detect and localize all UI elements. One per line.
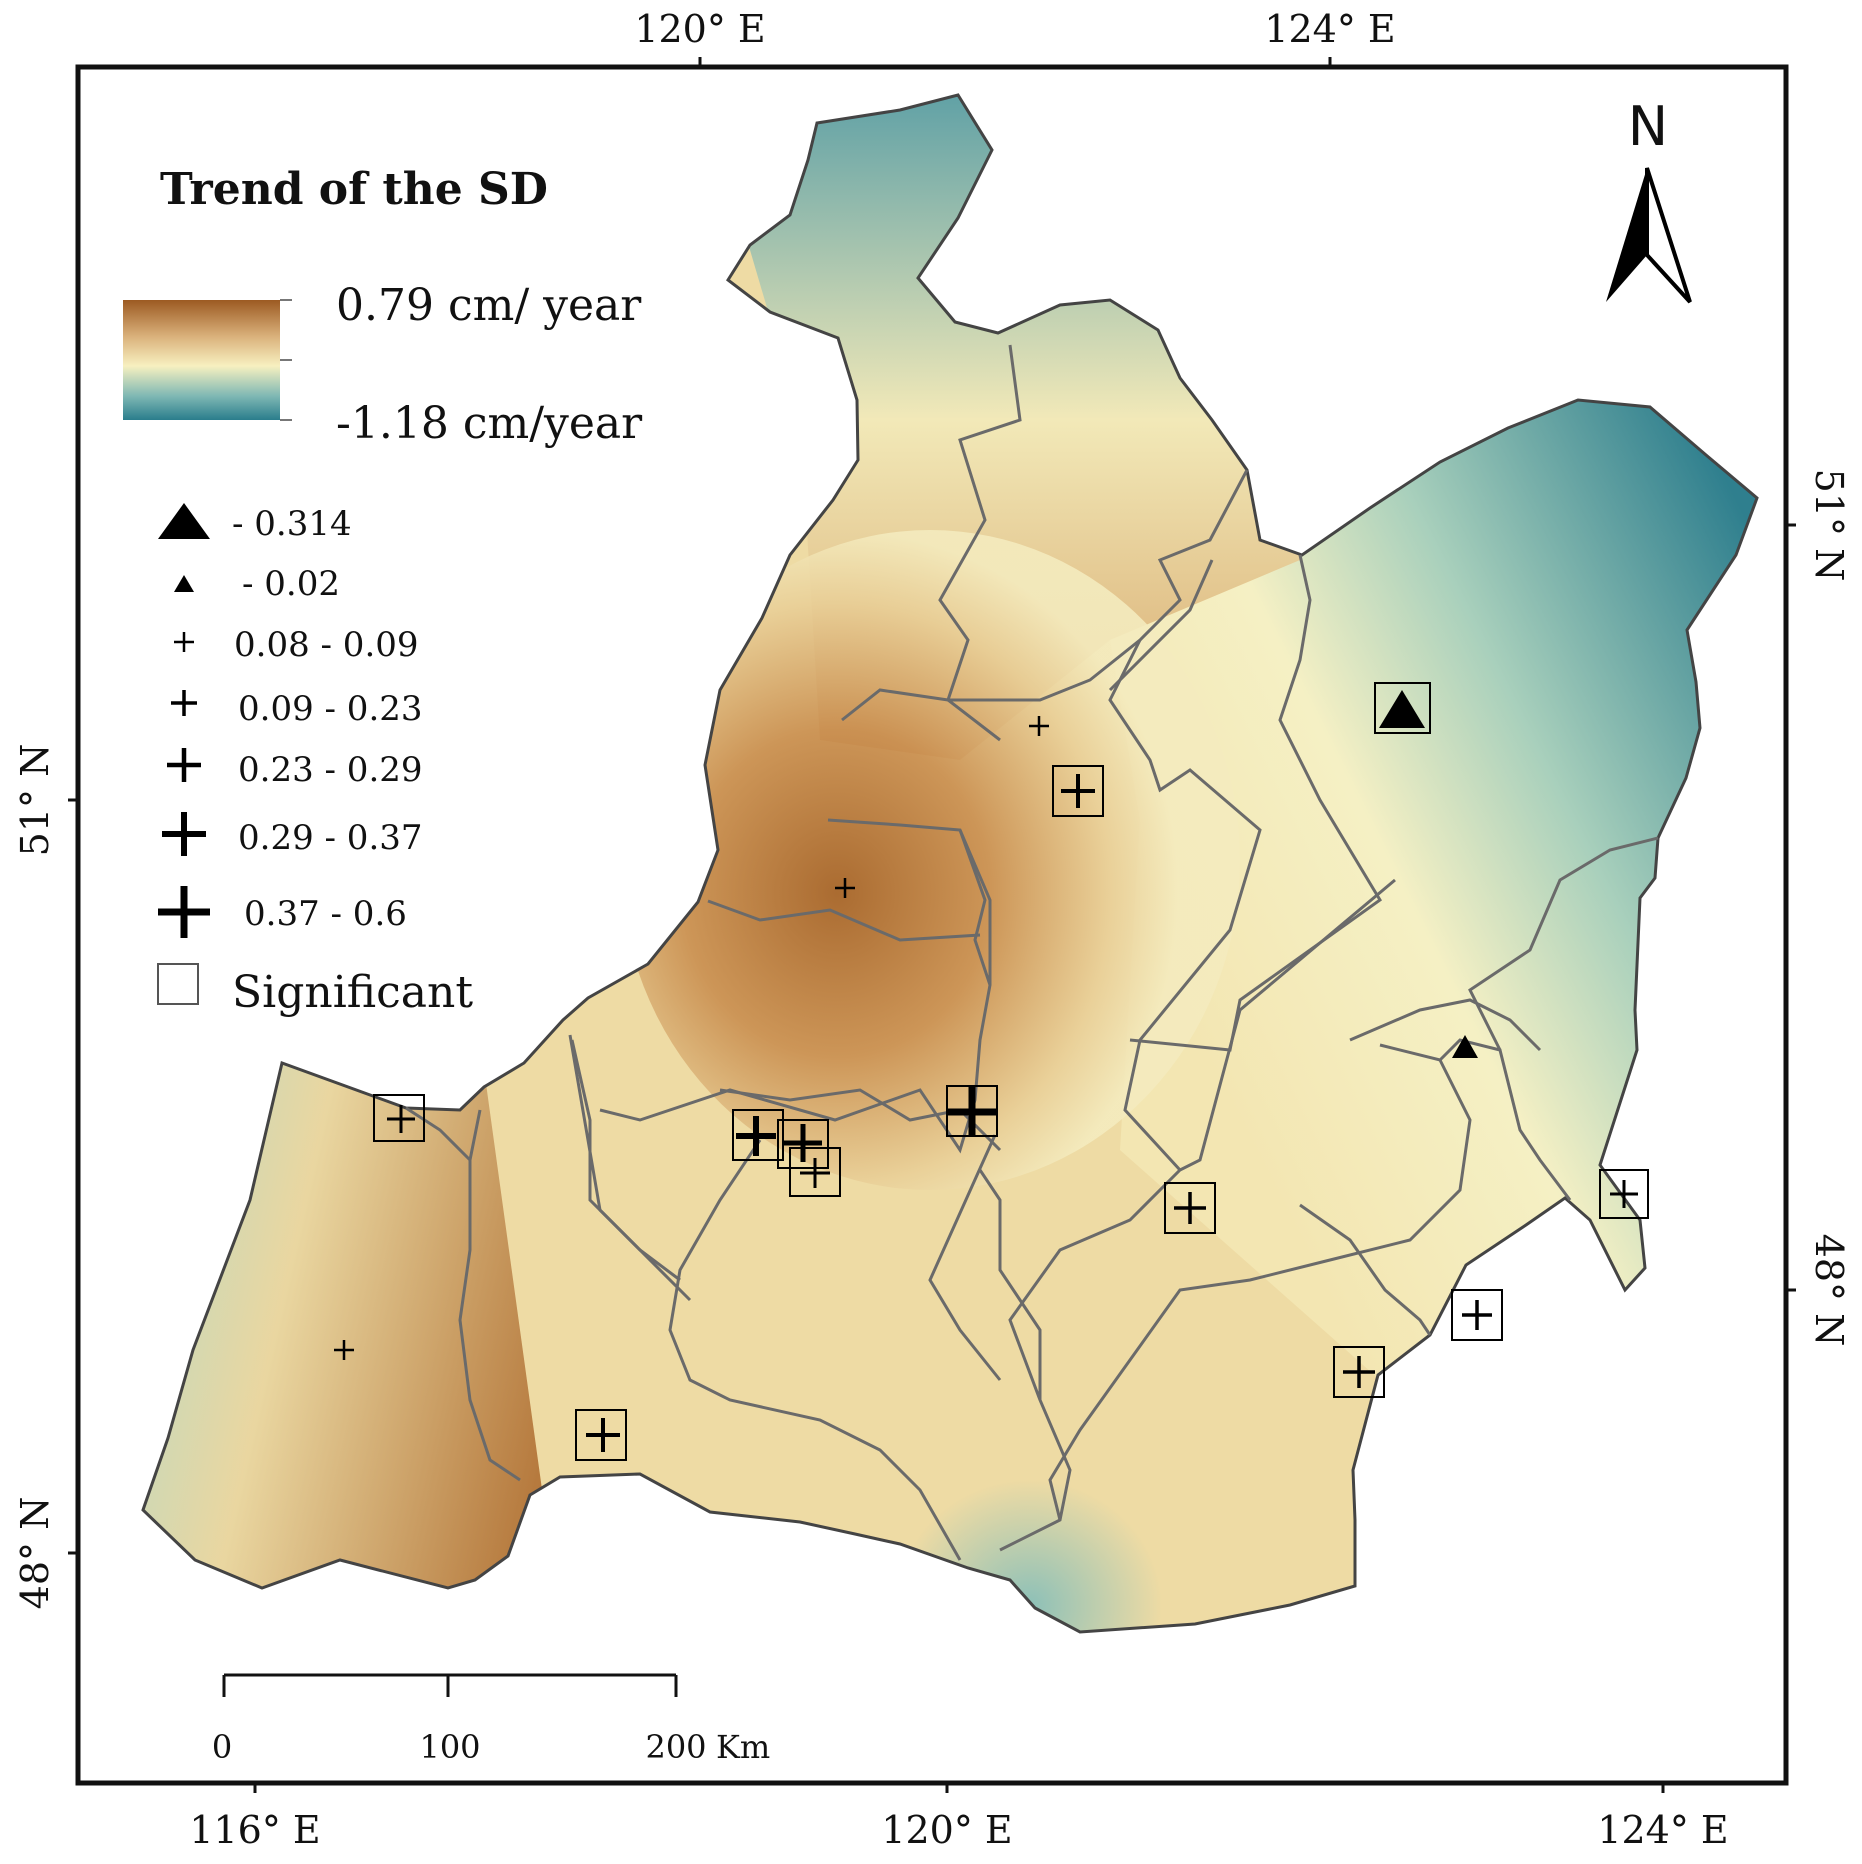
legend-triangle-small-icon (174, 575, 194, 592)
trend-plus-marker (387, 1105, 415, 1133)
trend-plus-marker (1061, 774, 1095, 808)
boundary-line (1299, 1203, 1432, 1336)
significant-marker (1451, 1289, 1503, 1341)
significant-marker (1599, 1169, 1649, 1219)
trend-plus-marker (736, 1116, 776, 1156)
trend-plus-marker (1610, 1180, 1638, 1208)
trend-plus-marker (334, 1340, 354, 1360)
terrain-central-highland (620, 530, 1240, 1190)
terrain-south-valley (820, 1300, 1200, 1632)
trend-triangle-large (1379, 690, 1425, 728)
legend-plus-5-icon (158, 886, 210, 938)
legend-class-label: - 0.314 (232, 504, 352, 544)
graticule-ticks (68, 57, 1796, 1793)
lon-label-bottom-124: 124° E (1597, 1808, 1728, 1852)
trend-plus-marker (947, 1087, 997, 1137)
significant-marker (1164, 1182, 1216, 1234)
significant-marker (1374, 682, 1431, 734)
lon-label-bottom-120: 120° E (881, 1808, 1012, 1852)
trend-plus-marker (784, 1124, 822, 1162)
scale-bar (222, 1673, 678, 1697)
boundary-line (978, 1169, 1042, 1400)
scale-bar-tick-200: 200 (645, 1728, 706, 1766)
significant-marker (373, 1094, 425, 1142)
trend-plus-marker (800, 1158, 830, 1188)
boundary-line (570, 1039, 681, 1282)
boundary-line (1108, 559, 1214, 692)
legend-class-label: 0.23 - 0.29 (238, 750, 423, 790)
boundary-line (405, 1106, 472, 1162)
boundary-line (719, 1088, 1002, 1152)
scale-bar-unit: Km (716, 1728, 770, 1766)
trend-triangle-small (1452, 1035, 1478, 1058)
boundary-line (568, 1034, 692, 1302)
legend-title: Trend of the SD (160, 164, 548, 215)
lat-label-right-51: 51° N (1807, 469, 1851, 582)
legend-class-label: - 0.02 (242, 564, 340, 604)
lon-label-bottom-116: 116° E (189, 1808, 320, 1852)
lat-label-right-48: 48° N (1807, 1234, 1851, 1347)
legend-class-label: 0.37 - 0.6 (244, 894, 407, 934)
boundary-line (928, 1134, 1002, 1381)
significant-marker (1052, 765, 1104, 817)
boundary-line (668, 1139, 962, 1561)
scale-bar-tick-0: 0 (212, 1728, 232, 1766)
boundary-line (707, 899, 981, 942)
lon-label-top-120: 120° E (634, 7, 765, 51)
legend-significant-square-icon (157, 963, 199, 1005)
region-outline (141, 93, 1759, 1634)
legend-class-label: Significant (232, 967, 473, 1018)
significant-marker (1333, 1346, 1385, 1398)
trend-plus-marker (1029, 716, 1049, 736)
trend-plus-marker (586, 1418, 620, 1452)
lon-label-top-124: 124° E (1264, 7, 1395, 51)
legend-class-label: 0.08 - 0.09 (234, 625, 419, 665)
legend-plus-1-icon (174, 632, 194, 652)
significant-marker (732, 1109, 784, 1161)
boundary-line (1048, 1059, 1472, 1521)
legend-plus-3-icon (167, 748, 201, 782)
boundary-line (841, 469, 1249, 722)
boundary-line (938, 344, 1022, 742)
admin-boundaries (141, 93, 1759, 1634)
legend-ramp-low-label: -1.18 cm/year (336, 398, 643, 449)
north-arrow-right-half (1645, 167, 1692, 304)
legend-plus-4-icon (162, 812, 206, 856)
terrain-raster (143, 95, 1757, 1632)
legend-triangle-large-icon (158, 503, 210, 539)
significant-marker (777, 1119, 829, 1169)
boundary-line (1349, 998, 1542, 1052)
lat-label-left-48: 48° N (13, 1497, 57, 1610)
legend: Trend of the SD 0.79 cm/ year -1.18 cm/y… (123, 164, 643, 1018)
boundary-line (1468, 836, 1659, 1051)
trend-plus-marker (835, 878, 855, 898)
legend-plus-2-icon (171, 690, 197, 716)
map-frame (75, 64, 1789, 1786)
legend-ramp-high-label: 0.79 cm/ year (336, 280, 642, 331)
north-arrow-left-half (1606, 168, 1647, 302)
legend-class-label: 0.09 - 0.23 (238, 689, 423, 729)
trend-plus-marker (1343, 1356, 1375, 1388)
lat-label-left-51: 51° N (13, 744, 57, 857)
boundary-line (1108, 639, 1262, 1172)
boundary-line (958, 829, 992, 985)
boundary-line (999, 878, 1396, 1552)
scale-bar-tick-100: 100 (419, 1728, 480, 1766)
legend-color-ramp (123, 300, 280, 420)
trend-plus-marker (1462, 1300, 1492, 1330)
north-arrow: N (1606, 95, 1692, 304)
legend-class-label: 0.29 - 0.37 (238, 818, 423, 858)
significant-marker (575, 1409, 627, 1461)
station-symbols (334, 682, 1649, 1461)
north-arrow-label: N (1628, 95, 1668, 158)
trend-plus-marker (1174, 1192, 1206, 1224)
significant-marker (789, 1147, 841, 1197)
